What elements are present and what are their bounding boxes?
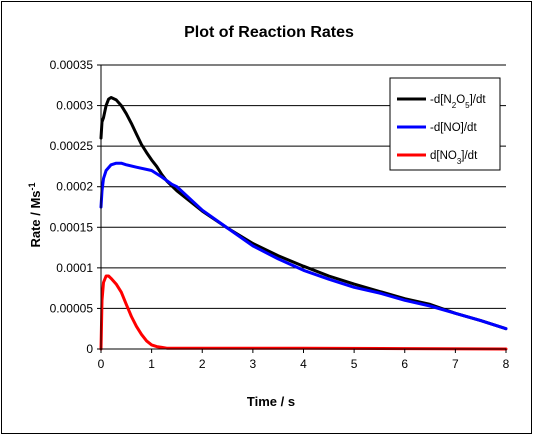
legend-label-3: d[NO3]/dt [430,150,478,166]
x-tick-label: 4 [300,357,307,371]
x-tick-label: 8 [503,357,510,371]
y-tick-label: 0.00005 [50,301,94,315]
gridlines [101,64,506,309]
legend-subscript: 5 [465,101,470,110]
legend-label-2: -d[NO]/dt [430,122,477,134]
legend-text: ]/dt [461,150,478,162]
x-tick-label: 7 [452,357,459,371]
axes [97,64,507,353]
y-tick-label: 0.00035 [50,58,94,72]
legend-text: ]/dt [470,94,487,106]
x-tick-label: 2 [199,357,206,371]
x-tick-label: 6 [401,357,408,371]
series-line-2 [99,161,508,331]
y-axis-label: Rate / Ms-1 [27,182,43,247]
series-line-1 [99,96,508,331]
y-tick-label: 0.00015 [50,220,94,234]
y-tick-label: 0.00025 [50,139,94,153]
y-tick-label: 0 [86,342,93,356]
x-tick-label: 5 [351,357,358,371]
y-axis-label-text: Rate / Ms [28,190,43,247]
x-tick-label: 1 [148,357,155,371]
x-tick-label: 0 [98,357,105,371]
legend-text: -d[NO]/dt [430,122,477,134]
legend-text: d[NO [430,150,457,162]
x-tick-labels: 0 1 2 3 4 5 6 7 8 [98,357,510,371]
x-axis-label: Time / s [247,394,295,409]
legend-label-1: -d[N2O5]/dt [430,94,486,110]
legend-text: -d[N [430,94,452,106]
legend-subscript: 3 [457,157,462,166]
y-tick-labels: 0 0.00005 0.0001 0.00015 0.0002 0.00025 0.0003… [50,58,94,356]
series-line-3 [99,274,508,351]
y-axis-label-superscript: -1 [27,182,37,190]
legend-subscript: 2 [452,101,457,110]
series-layer [99,96,508,351]
y-tick-label: 0.0003 [56,99,93,113]
legend-text: O [456,94,465,106]
chart-title: Plot of Reaction Rates [184,24,354,41]
y-tick-label: 0.0001 [56,261,93,275]
legend: -d[N2O5]/dt-d[NO]/dtd[NO3]/dt [389,77,501,171]
y-tick-label: 0.0002 [56,180,93,194]
x-tick-label: 3 [250,357,257,371]
